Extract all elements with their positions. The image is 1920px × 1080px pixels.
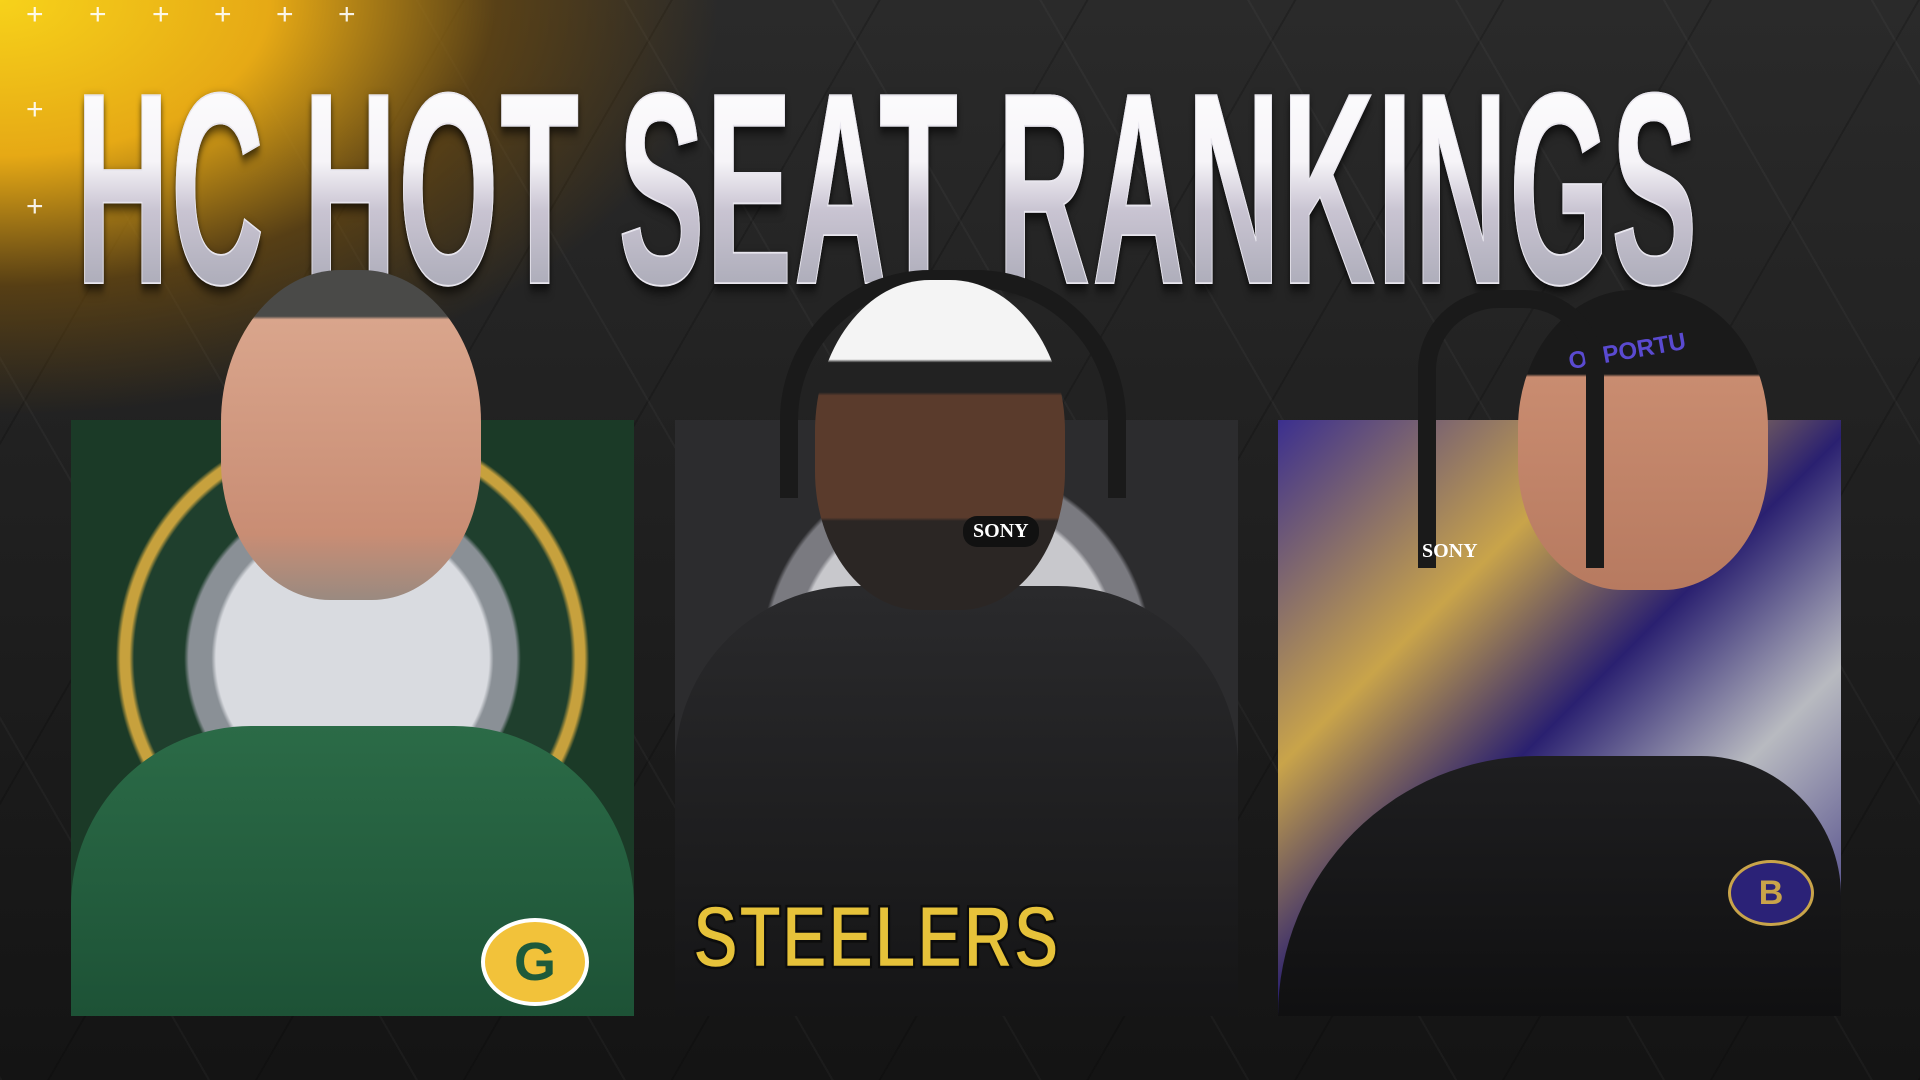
- plus-icon: +: [26, 93, 44, 126]
- coach-panel-ravens: OPPORTU SONY B: [1278, 290, 1841, 1016]
- plus-icon: +: [89, 0, 107, 31]
- coach-panel-packers: G: [71, 270, 634, 1016]
- ravens-b-logo: B: [1728, 860, 1814, 926]
- plus-icon: +: [214, 0, 232, 31]
- headset-brand: SONY: [1422, 540, 1478, 562]
- packers-g-logo: G: [481, 918, 589, 1006]
- hoodie-text: STEELERS: [692, 886, 1060, 987]
- black-hoodie: [675, 586, 1238, 1016]
- headset: [1418, 290, 1604, 568]
- plus-icon: +: [276, 0, 294, 31]
- headset-mic-brand: SONY: [963, 516, 1039, 547]
- plus-icon: +: [26, 190, 44, 223]
- coach-face: [221, 270, 481, 600]
- plus-icon: +: [152, 0, 170, 31]
- plus-icon: +: [26, 0, 44, 31]
- plus-icon: +: [338, 0, 356, 31]
- coach-panel-steelers: SONY STEELERS: [675, 270, 1238, 1016]
- coach-face: [815, 280, 1065, 610]
